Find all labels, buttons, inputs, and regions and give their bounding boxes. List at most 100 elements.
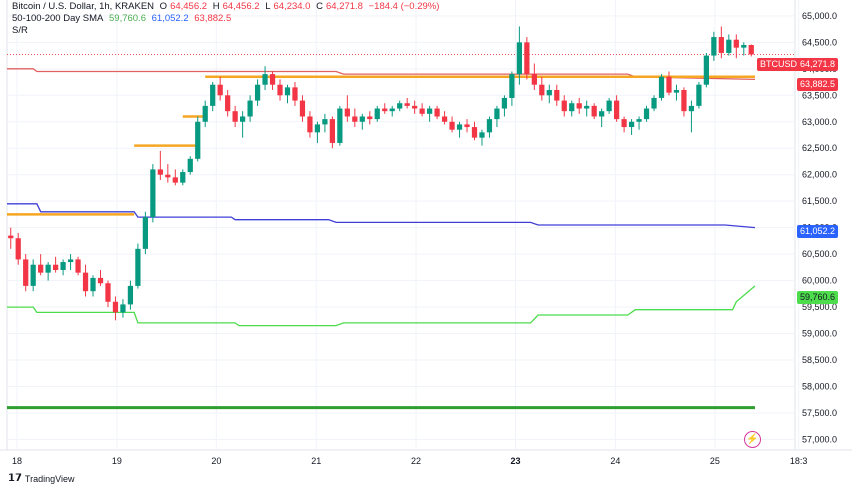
candle-body [486,119,493,133]
candle-body [97,277,104,284]
candle-body [120,304,126,313]
candle-body [389,108,395,112]
candle-body [539,84,545,96]
high-value: 64,456.2 [222,1,260,12]
sma50-line [7,285,756,327]
x-tick-label: 20 [211,456,221,466]
candles [8,26,754,321]
candle-body [142,217,148,249]
candle-body [681,90,687,112]
y-tick-label: 61,500.0 [802,196,837,206]
tv-brand: TradingView [24,473,75,484]
candle-body [427,108,433,114]
candle-body [733,39,739,48]
candle-body [471,127,478,138]
y-tick-label: 65,000.0 [802,11,837,21]
candle-body [591,105,597,117]
sma100-value: 61,052.2 [151,13,189,24]
candle-body [277,84,283,96]
candle-body [614,100,620,120]
candle-body [210,84,216,106]
candle-body [217,84,223,96]
candle-body [135,248,141,286]
candle-body [225,95,231,112]
candle-body [359,116,365,122]
candle-body [105,283,111,302]
candle-body [60,262,66,270]
candle-body [30,264,36,286]
candle-body [195,121,201,159]
y-tick-label: 60,500.0 [802,249,837,259]
grid [0,0,852,451]
sma100-line [7,203,756,229]
btcusd-price-tag: 64,271.8 [797,58,839,71]
y-tick-label: 63,000.0 [802,117,837,127]
candle-body [621,119,627,128]
candle-body [262,74,268,85]
change-value: −184.4 (−0.29%) [368,1,440,12]
candle-body [90,277,96,292]
candle-body [441,116,448,122]
y-tick-label: 59,500.0 [802,302,837,312]
candle-body [38,264,44,273]
y-tick-label: 57,500.0 [802,408,837,418]
close-label: C [316,1,323,12]
candle-body [165,174,171,178]
candle-body [284,87,291,96]
candle-body [299,100,306,117]
candle-body [456,124,463,130]
tv-logo-icon: 𝟭𝟳 [8,473,22,484]
candle-body [711,37,717,56]
low-label: L [265,1,271,12]
sma100-price-tag: 61,052.2 [797,225,839,238]
y-tick-label: 59,000.0 [802,329,837,339]
candle-body [367,116,373,120]
y-tick-label: 62,000.0 [802,170,837,180]
sma-legend[interactable]: 50-100-200 Day SMA 59,760.6 61,052.2 63,… [12,13,234,25]
lightning-icon[interactable]: ⚡ [744,431,761,448]
tradingview-logo[interactable]: 𝟭𝟳 TradingView [8,473,74,484]
candle-body [509,74,515,98]
symbol-header: Bitcoin / U.S. Dollar, 1h, KRAKEN O 64,45… [12,1,442,13]
candle-body [658,76,665,98]
candle-body [606,100,612,112]
candle-body [628,121,635,128]
candle-body [15,238,21,260]
candle-body [419,108,425,114]
candle-body [269,74,276,85]
candle-body [314,124,321,133]
candle-body [322,119,328,125]
candle-body [479,132,485,138]
candle-body [344,108,350,117]
candle-body [643,108,650,120]
candle-body [718,37,724,53]
x-tick-label: 18 [12,456,22,466]
candle-body [180,172,186,183]
candle-body [554,90,560,101]
candle-body [352,116,358,122]
candle-body [127,285,134,305]
y-tick-label: 60,000.0 [802,276,837,286]
candle-body [172,177,178,183]
x-tick-label: 25 [710,456,720,466]
low-value: 64,234.0 [273,1,311,12]
candle-body [254,84,261,101]
candle-body [524,42,530,75]
time-axis: 18 19 20 21 22 23 24 25 18:3 [12,456,807,466]
candle-body [494,108,500,120]
sma-label: 50-100-200 Day SMA [12,13,104,24]
x-tick-label: 21 [311,456,321,466]
sma200-line [7,68,756,81]
sr-legend[interactable]: S/R [12,25,31,37]
sma50-value: 59,760.6 [109,13,146,24]
sma200-price-tag: 63,882.5 [797,78,839,91]
candle-body [67,259,74,263]
candle-body [726,39,732,53]
indicator-lines [7,54,795,410]
candle-body [434,108,440,117]
candle-body [696,84,702,106]
candle-body [748,45,754,55]
sma50-price-tag: 59,760.6 [797,291,839,304]
